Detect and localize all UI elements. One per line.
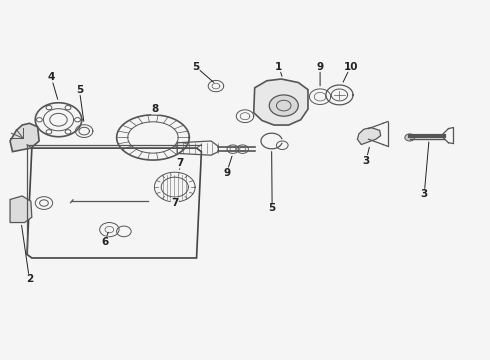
Text: 10: 10 — [343, 62, 358, 72]
Text: 5: 5 — [75, 85, 83, 95]
Text: 2: 2 — [26, 274, 33, 284]
Text: 1: 1 — [275, 62, 283, 72]
Polygon shape — [10, 123, 39, 152]
Text: 7: 7 — [176, 158, 183, 168]
Circle shape — [46, 130, 52, 134]
Text: 6: 6 — [101, 237, 108, 247]
Text: 5: 5 — [269, 203, 276, 213]
Text: 4: 4 — [48, 72, 55, 82]
Circle shape — [74, 118, 80, 122]
Circle shape — [65, 105, 71, 110]
Polygon shape — [10, 196, 32, 222]
Circle shape — [405, 134, 415, 141]
Polygon shape — [254, 79, 308, 125]
Text: 8: 8 — [152, 104, 159, 114]
Circle shape — [37, 118, 42, 122]
Text: 3: 3 — [363, 156, 370, 166]
Circle shape — [65, 130, 71, 134]
Circle shape — [269, 95, 298, 116]
Text: 3: 3 — [420, 189, 428, 199]
Text: 5: 5 — [192, 62, 199, 72]
Text: 9: 9 — [223, 168, 230, 178]
Text: 7: 7 — [171, 198, 178, 208]
Polygon shape — [357, 127, 381, 145]
Text: 9: 9 — [317, 62, 324, 72]
Circle shape — [46, 105, 52, 110]
